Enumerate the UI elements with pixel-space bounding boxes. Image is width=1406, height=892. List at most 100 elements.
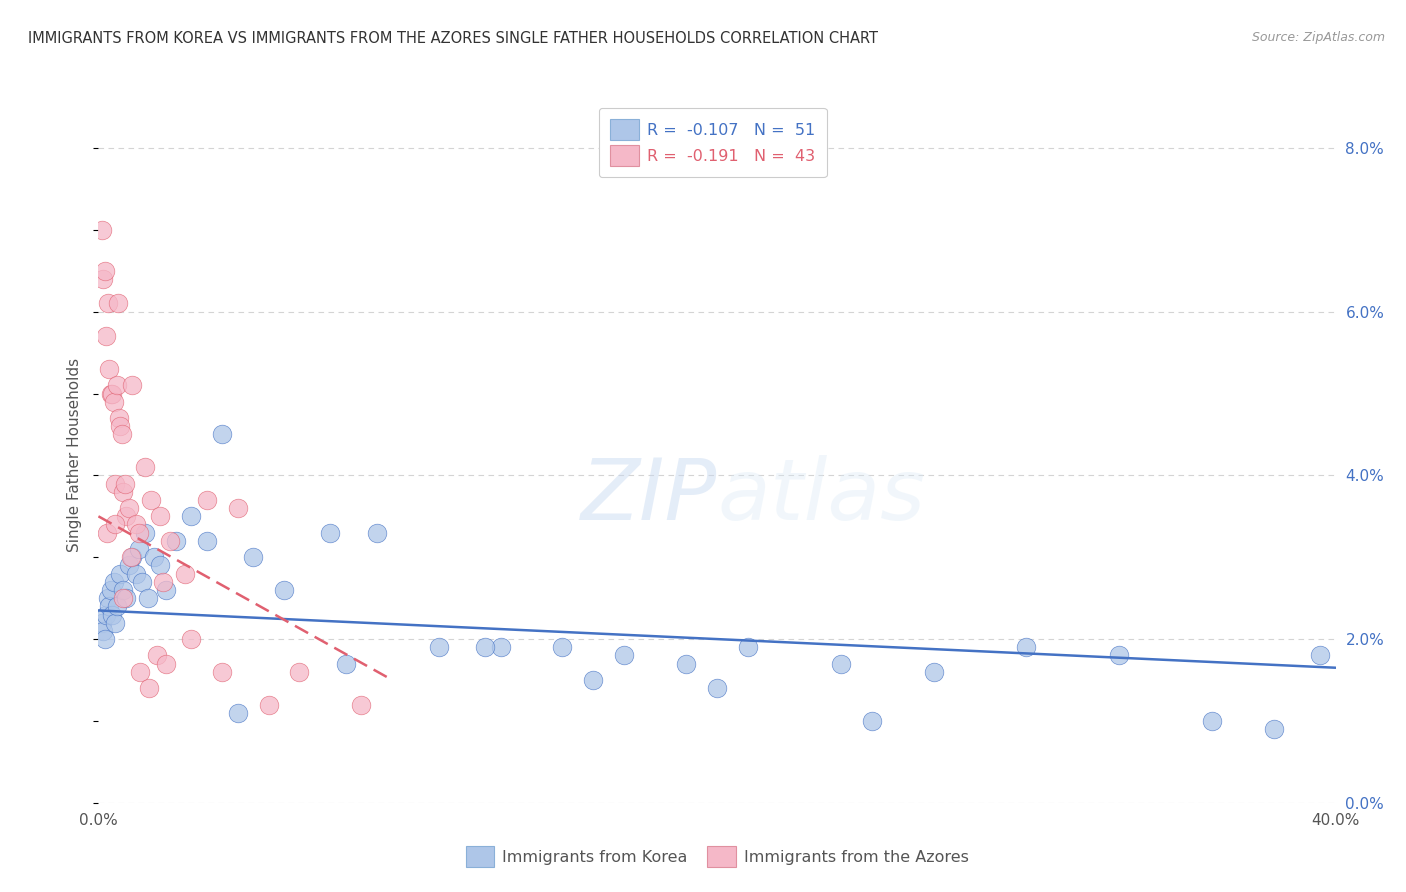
Point bbox=[1015, 640, 1038, 655]
Point bbox=[226, 501, 249, 516]
Point bbox=[111, 591, 134, 606]
Point bbox=[149, 558, 172, 573]
Point bbox=[613, 648, 636, 663]
Point bbox=[103, 574, 125, 589]
Point bbox=[121, 550, 143, 565]
Point bbox=[211, 665, 233, 679]
Point bbox=[128, 542, 150, 557]
Point bbox=[1309, 648, 1331, 663]
Point bbox=[103, 394, 125, 409]
Point bbox=[112, 582, 135, 597]
Point bbox=[149, 509, 172, 524]
Point bbox=[165, 533, 187, 548]
Point bbox=[97, 591, 120, 606]
Point bbox=[105, 599, 128, 614]
Point bbox=[96, 607, 118, 622]
Point bbox=[121, 378, 143, 392]
Point bbox=[100, 582, 122, 597]
Point bbox=[195, 533, 218, 548]
Point bbox=[922, 665, 945, 679]
Point bbox=[350, 698, 373, 712]
Point bbox=[366, 525, 388, 540]
Point bbox=[115, 591, 138, 606]
Point bbox=[124, 517, 146, 532]
Point bbox=[257, 698, 280, 712]
Point bbox=[155, 657, 177, 671]
Point bbox=[737, 640, 759, 655]
Point bbox=[118, 501, 141, 516]
Point bbox=[143, 550, 166, 565]
Point bbox=[128, 525, 150, 540]
Point bbox=[174, 566, 197, 581]
Point bbox=[582, 673, 605, 687]
Point bbox=[335, 657, 357, 671]
Point bbox=[120, 550, 142, 565]
Point bbox=[96, 329, 118, 343]
Point bbox=[138, 681, 160, 696]
Point bbox=[101, 386, 124, 401]
Point bbox=[91, 624, 114, 638]
Point bbox=[124, 566, 146, 581]
Point bbox=[860, 714, 883, 728]
Text: IMMIGRANTS FROM KOREA VS IMMIGRANTS FROM THE AZORES SINGLE FATHER HOUSEHOLDS COR: IMMIGRANTS FROM KOREA VS IMMIGRANTS FROM… bbox=[28, 31, 879, 46]
Point bbox=[319, 525, 342, 540]
Point bbox=[180, 509, 202, 524]
Point bbox=[93, 264, 115, 278]
Point bbox=[242, 550, 264, 565]
Point bbox=[146, 648, 169, 663]
Point bbox=[96, 525, 118, 540]
Point bbox=[111, 427, 134, 442]
Point bbox=[108, 419, 131, 434]
Text: atlas: atlas bbox=[717, 455, 925, 538]
Point bbox=[114, 476, 136, 491]
Point bbox=[830, 657, 852, 671]
Point bbox=[136, 591, 159, 606]
Point bbox=[100, 386, 122, 401]
Point bbox=[112, 484, 135, 499]
Point bbox=[427, 640, 450, 655]
Point bbox=[155, 582, 177, 597]
Point bbox=[134, 460, 156, 475]
Point bbox=[288, 665, 311, 679]
Point bbox=[1201, 714, 1223, 728]
Point bbox=[90, 615, 112, 630]
Y-axis label: Single Father Households: Single Father Households bbox=[67, 358, 83, 552]
Point bbox=[97, 296, 120, 310]
Point bbox=[108, 566, 131, 581]
Point bbox=[98, 362, 121, 376]
Point bbox=[90, 223, 112, 237]
Point bbox=[139, 492, 162, 507]
Point bbox=[107, 296, 129, 310]
Point bbox=[115, 509, 138, 524]
Point bbox=[104, 615, 127, 630]
Point bbox=[195, 492, 218, 507]
Legend: Immigrants from Korea, Immigrants from the Azores: Immigrants from Korea, Immigrants from t… bbox=[457, 838, 977, 875]
Point bbox=[180, 632, 202, 646]
Point bbox=[1108, 648, 1130, 663]
Point bbox=[107, 411, 129, 425]
Point bbox=[131, 574, 153, 589]
Point bbox=[159, 533, 181, 548]
Point bbox=[129, 665, 152, 679]
Point bbox=[706, 681, 728, 696]
Text: Source: ZipAtlas.com: Source: ZipAtlas.com bbox=[1251, 31, 1385, 45]
Point bbox=[118, 558, 141, 573]
Point bbox=[675, 657, 697, 671]
Point bbox=[101, 607, 124, 622]
Point bbox=[105, 378, 128, 392]
Point bbox=[489, 640, 512, 655]
Point bbox=[152, 574, 174, 589]
Point bbox=[226, 706, 249, 720]
Point bbox=[474, 640, 496, 655]
Point bbox=[1263, 722, 1285, 736]
Point bbox=[104, 476, 127, 491]
Point bbox=[103, 517, 125, 532]
Point bbox=[98, 599, 121, 614]
Point bbox=[273, 582, 295, 597]
Point bbox=[211, 427, 233, 442]
Text: ZIP: ZIP bbox=[581, 455, 717, 538]
Point bbox=[134, 525, 156, 540]
Point bbox=[91, 272, 114, 286]
Point bbox=[93, 632, 115, 646]
Point bbox=[551, 640, 574, 655]
